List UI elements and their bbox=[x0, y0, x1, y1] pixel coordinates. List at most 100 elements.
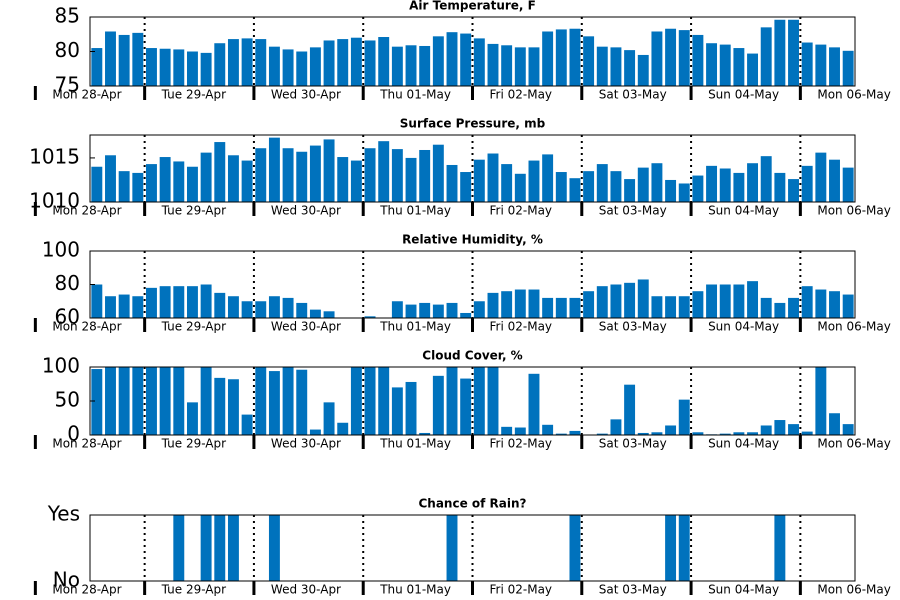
bar bbox=[186, 402, 198, 435]
bar bbox=[268, 371, 280, 435]
bar bbox=[555, 172, 567, 202]
x-tick-label: Sun 04-May bbox=[708, 437, 779, 451]
bar bbox=[309, 309, 321, 318]
bar bbox=[405, 304, 417, 318]
plot-frame bbox=[89, 134, 856, 203]
bar bbox=[528, 47, 540, 86]
bar bbox=[596, 286, 608, 318]
bar bbox=[432, 375, 444, 435]
bar bbox=[569, 178, 581, 202]
bar bbox=[651, 163, 663, 202]
bar bbox=[241, 38, 253, 86]
bar bbox=[555, 297, 567, 318]
bar bbox=[296, 151, 308, 202]
bar bbox=[788, 179, 799, 202]
bar bbox=[214, 515, 226, 581]
x-tick-label: Thu 01-May bbox=[379, 583, 451, 597]
bar bbox=[214, 377, 226, 435]
bar bbox=[159, 157, 171, 202]
bar bbox=[350, 160, 362, 202]
bar bbox=[173, 286, 185, 318]
bar bbox=[309, 47, 321, 86]
bar bbox=[665, 179, 677, 202]
bar bbox=[760, 297, 772, 318]
bar bbox=[255, 148, 267, 202]
bar bbox=[842, 294, 854, 318]
bar bbox=[350, 37, 362, 86]
bar bbox=[624, 50, 636, 86]
bar bbox=[815, 289, 827, 318]
bar bbox=[200, 367, 212, 435]
y-tick-label: No bbox=[53, 568, 80, 592]
y-tick-label: 80 bbox=[55, 38, 80, 62]
bar bbox=[829, 413, 840, 435]
bar bbox=[323, 311, 335, 318]
y-tick-label: 100 bbox=[42, 238, 80, 262]
bar bbox=[788, 424, 799, 435]
bar bbox=[241, 160, 253, 202]
bar bbox=[610, 284, 622, 318]
bar bbox=[255, 367, 267, 435]
bar bbox=[788, 297, 799, 318]
bar bbox=[747, 432, 759, 435]
bar bbox=[651, 296, 663, 318]
bar bbox=[487, 153, 499, 202]
panel-title: Surface Pressure, mb bbox=[400, 117, 546, 131]
bar bbox=[774, 515, 786, 581]
bar bbox=[637, 54, 649, 86]
x-tick-label: Tue 29-Apr bbox=[161, 88, 226, 102]
x-tick-label: Sat 03-May bbox=[599, 437, 667, 451]
bar bbox=[227, 515, 239, 581]
y-tick-label: 75 bbox=[55, 73, 80, 97]
bar bbox=[146, 164, 157, 202]
x-tick-label: Mon 06-May bbox=[817, 437, 891, 451]
bar bbox=[555, 29, 567, 86]
bar bbox=[501, 291, 513, 318]
bar bbox=[528, 373, 540, 435]
bar bbox=[296, 302, 308, 318]
bar bbox=[268, 46, 280, 86]
bar bbox=[569, 28, 581, 86]
y-tick-label: 50 bbox=[55, 388, 80, 412]
bar bbox=[351, 318, 362, 323]
bar bbox=[419, 149, 431, 202]
bar bbox=[364, 316, 376, 318]
bar bbox=[105, 31, 116, 86]
bar bbox=[241, 414, 253, 435]
x-tick-label: Sat 03-May bbox=[599, 88, 667, 102]
bar bbox=[829, 47, 840, 86]
bar bbox=[542, 31, 554, 86]
bar bbox=[364, 40, 376, 86]
bar bbox=[501, 164, 513, 202]
bar bbox=[719, 433, 731, 435]
x-tick-label: Sun 04-May bbox=[708, 88, 779, 102]
bar bbox=[815, 44, 827, 86]
bar bbox=[514, 173, 526, 202]
bar bbox=[364, 148, 376, 202]
bar bbox=[829, 159, 840, 202]
bar bbox=[146, 48, 157, 86]
bar bbox=[596, 164, 608, 202]
bar bbox=[159, 286, 171, 318]
bar bbox=[473, 301, 485, 318]
plot-frame bbox=[89, 16, 856, 87]
bar bbox=[665, 296, 677, 318]
bars bbox=[91, 279, 854, 323]
bar bbox=[186, 286, 198, 318]
bar bbox=[569, 297, 581, 318]
x-tick-label: Fri 02-May bbox=[490, 583, 553, 597]
x-tick-label: Thu 01-May bbox=[379, 320, 451, 334]
bar bbox=[528, 160, 540, 202]
bar bbox=[542, 297, 554, 318]
bar bbox=[214, 43, 226, 86]
bar bbox=[801, 165, 813, 202]
bar bbox=[282, 297, 294, 318]
bar bbox=[241, 301, 253, 318]
y-tick-label: 1015 bbox=[29, 144, 80, 168]
bar bbox=[774, 172, 786, 202]
x-tick-label: Mon 28-Apr bbox=[52, 437, 121, 451]
bar bbox=[337, 157, 349, 202]
bar bbox=[146, 287, 157, 318]
bar bbox=[610, 47, 622, 86]
bar bbox=[282, 49, 294, 86]
